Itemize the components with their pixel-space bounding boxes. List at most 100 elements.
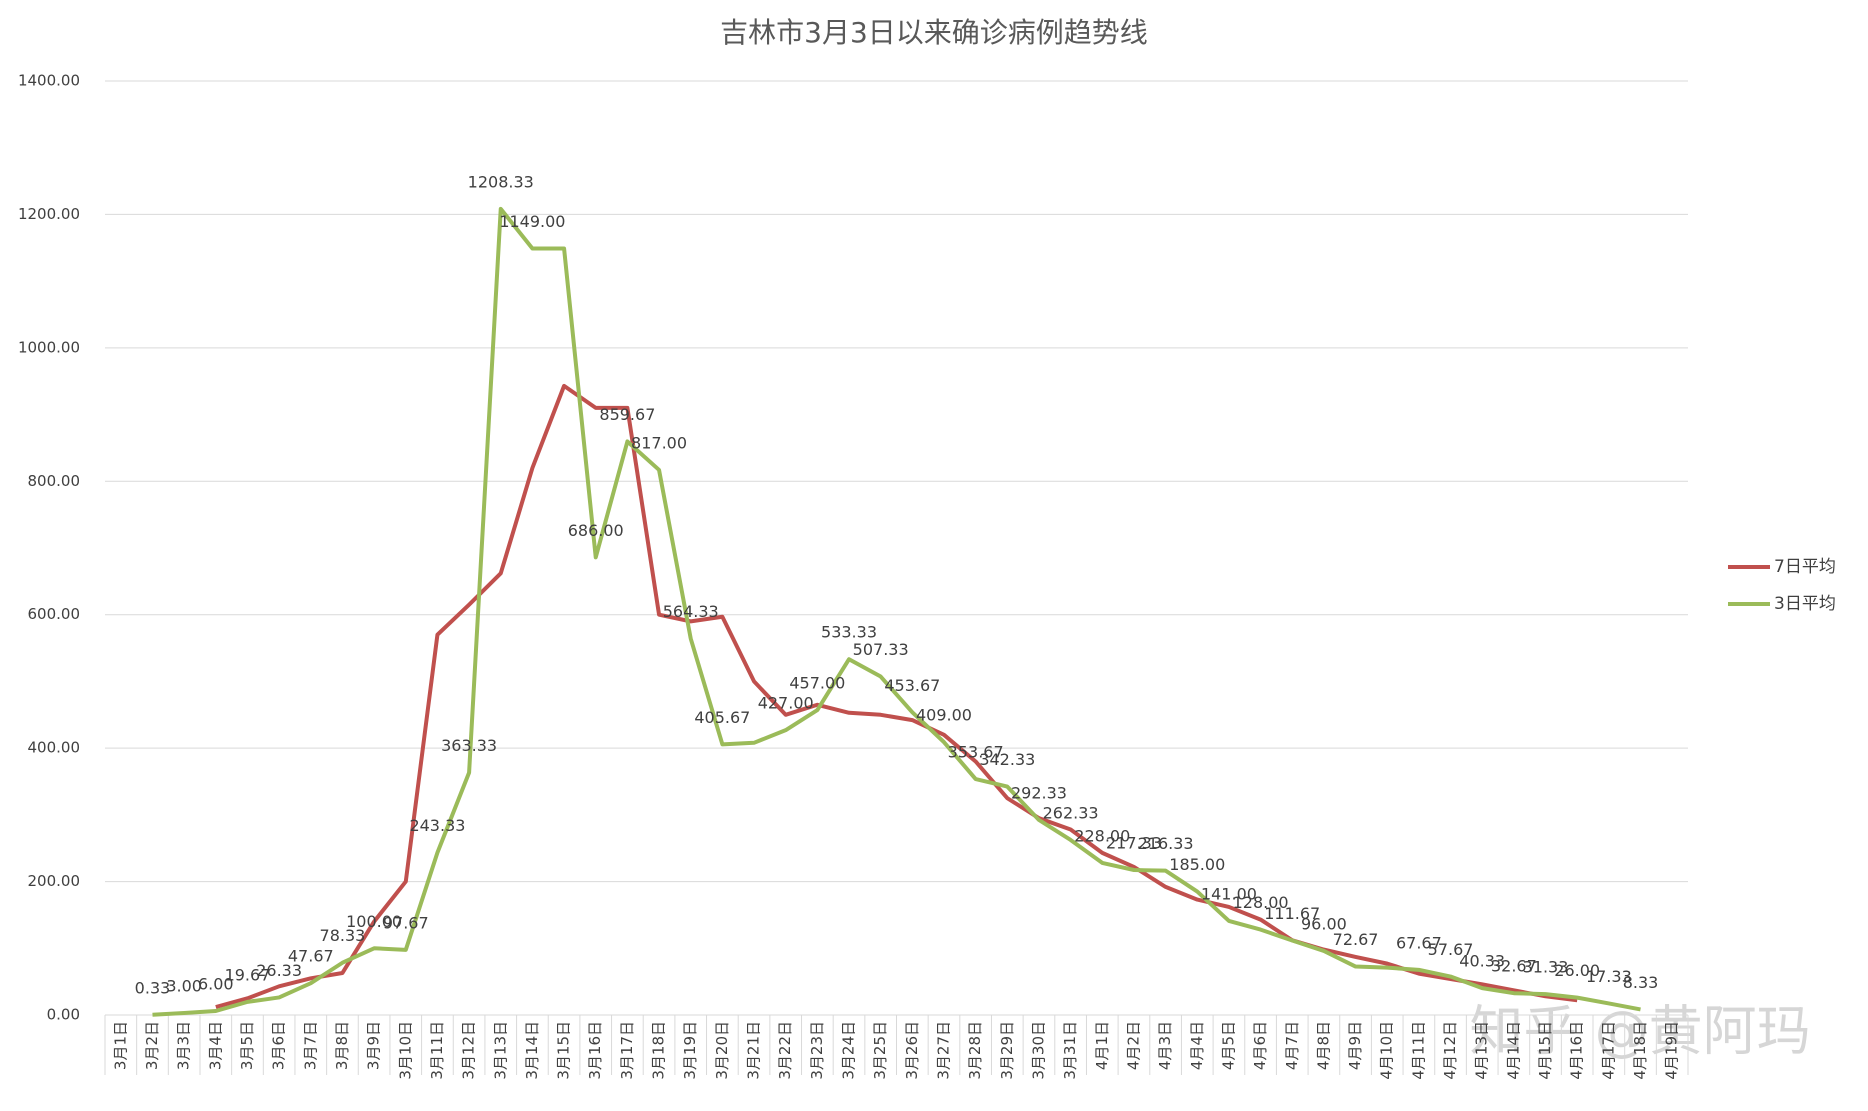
data-label: 859.67 <box>599 405 655 424</box>
data-label: 217.33 <box>1106 834 1162 853</box>
x-tick-label: 3月26日 <box>903 1021 921 1080</box>
y-tick-label: 1400.00 <box>18 72 80 90</box>
x-tick-label: 3月20日 <box>713 1021 731 1080</box>
x-tick-label: 3月29日 <box>998 1021 1016 1080</box>
data-line <box>152 206 1641 1017</box>
y-tick-label: 800.00 <box>28 472 81 490</box>
x-tick-label: 4月2日 <box>1124 1021 1142 1070</box>
x-tick-label: 3月16日 <box>586 1021 604 1080</box>
chart-title: 吉林市3月3日以来确诊病例趋势线 <box>720 16 1148 49</box>
x-tick-label: 3月24日 <box>840 1021 858 1080</box>
x-tick-label: 3月12日 <box>460 1021 478 1080</box>
data-label: 26.00 <box>1554 961 1600 980</box>
y-tick-label: 200.00 <box>28 872 81 890</box>
data-label: 363.33 <box>441 736 497 755</box>
x-tick-label: 3月6日 <box>270 1021 288 1070</box>
x-tick-label: 4月16日 <box>1568 1021 1586 1080</box>
data-label: 128.00 <box>1233 893 1289 912</box>
data-label: 141.00 <box>1201 884 1257 903</box>
x-tick-label: 3月18日 <box>650 1021 668 1080</box>
data-label: 31.33 <box>1523 958 1569 977</box>
x-tick-label: 3月13日 <box>491 1021 509 1080</box>
data-label: 0.33 <box>135 978 171 997</box>
x-tick-label: 3月15日 <box>555 1021 573 1080</box>
x-tick-label: 4月8日 <box>1314 1021 1332 1070</box>
data-label: 405.67 <box>694 708 750 727</box>
x-tick-label: 3月2日 <box>143 1021 161 1070</box>
data-label: 507.33 <box>853 640 909 659</box>
data-label: 292.33 <box>1011 783 1067 802</box>
data-label: 67.67 <box>1396 933 1442 952</box>
x-tick-label: 3月28日 <box>966 1021 984 1080</box>
x-tick-label: 3月27日 <box>934 1021 952 1080</box>
legend-label: 3日平均 <box>1774 594 1836 614</box>
y-tick-label: 0.00 <box>47 1006 80 1024</box>
x-tick-label: 4月18日 <box>1631 1021 1649 1080</box>
data-label: 262.33 <box>1043 803 1099 822</box>
data-label: 26.33 <box>256 961 302 980</box>
x-tick-label: 3月7日 <box>301 1021 319 1070</box>
x-tick-label: 4月17日 <box>1599 1021 1617 1080</box>
x-tick-label: 3月23日 <box>808 1021 826 1080</box>
data-label: 100.00 <box>346 912 402 931</box>
x-tick-label: 4月19日 <box>1663 1021 1681 1080</box>
x-tick-label: 3月3日 <box>175 1021 193 1070</box>
data-label: 453.67 <box>884 676 940 695</box>
data-label: 564.33 <box>663 602 719 621</box>
data-label: 533.33 <box>821 623 877 642</box>
y-tick-label: 1200.00 <box>18 205 80 223</box>
x-tick-label: 3月31日 <box>1061 1021 1079 1080</box>
data-label: 6.00 <box>198 974 234 993</box>
x-tick-label: 4月7日 <box>1283 1021 1301 1070</box>
x-tick-label: 4月10日 <box>1378 1021 1396 1080</box>
data-label: 57.67 <box>1428 940 1474 959</box>
y-tick-label: 1000.00 <box>18 338 80 356</box>
y-tick-label: 600.00 <box>28 605 81 623</box>
data-label: 228.00 <box>1074 826 1130 845</box>
data-label: 686.00 <box>568 521 624 540</box>
x-tick-label: 3月22日 <box>776 1021 794 1080</box>
x-tick-label: 4月12日 <box>1441 1021 1459 1080</box>
x-tick-label: 3月25日 <box>871 1021 889 1080</box>
x-tick-label: 4月1日 <box>1093 1021 1111 1070</box>
x-tick-label: 4月9日 <box>1346 1021 1364 1070</box>
data-label: 409.00 <box>916 706 972 725</box>
x-tick-label: 3月9日 <box>365 1021 383 1070</box>
x-tick-label: 3月5日 <box>238 1021 256 1070</box>
data-label: 342.33 <box>979 750 1035 769</box>
x-tick-label: 3月1日 <box>111 1021 129 1070</box>
data-label: 96.00 <box>1301 914 1347 933</box>
data-label: 40.33 <box>1459 952 1505 971</box>
data-label: 32.67 <box>1491 957 1537 976</box>
data-label: 1208.33 <box>468 172 534 191</box>
x-tick-label: 3月21日 <box>745 1021 763 1080</box>
data-label: 216.33 <box>1138 834 1194 853</box>
data-label: 47.67 <box>288 947 334 966</box>
x-tick-label: 4月4日 <box>1188 1021 1206 1070</box>
data-label: 817.00 <box>631 433 687 452</box>
data-label: 17.33 <box>1586 967 1632 986</box>
x-tick-label: 4月6日 <box>1251 1021 1269 1070</box>
y-tick-label: 400.00 <box>28 739 81 757</box>
x-tick-label: 3月19日 <box>681 1021 699 1080</box>
data-label: 457.00 <box>789 674 845 693</box>
data-label: 3.00 <box>166 976 202 995</box>
data-label: 185.00 <box>1169 855 1225 874</box>
data-label: 97.67 <box>383 913 429 932</box>
x-tick-label: 4月11日 <box>1409 1021 1427 1080</box>
x-tick-label: 4月5日 <box>1219 1021 1237 1070</box>
data-label: 19.67 <box>225 965 271 984</box>
x-tick-label: 3月4日 <box>206 1021 224 1070</box>
x-tick-label: 3月17日 <box>618 1021 636 1080</box>
x-tick-label: 3月14日 <box>523 1021 541 1080</box>
data-label: 243.33 <box>409 816 465 835</box>
x-tick-label: 3月8日 <box>333 1021 351 1070</box>
x-tick-label: 3月11日 <box>428 1021 446 1080</box>
data-label: 78.33 <box>320 926 366 945</box>
x-tick-label: 4月14日 <box>1504 1021 1522 1080</box>
data-label: 111.67 <box>1264 904 1320 923</box>
x-tick-label: 3月10日 <box>396 1021 414 1080</box>
data-label: 427.00 <box>758 694 814 713</box>
data-label: 1149.00 <box>499 212 565 231</box>
